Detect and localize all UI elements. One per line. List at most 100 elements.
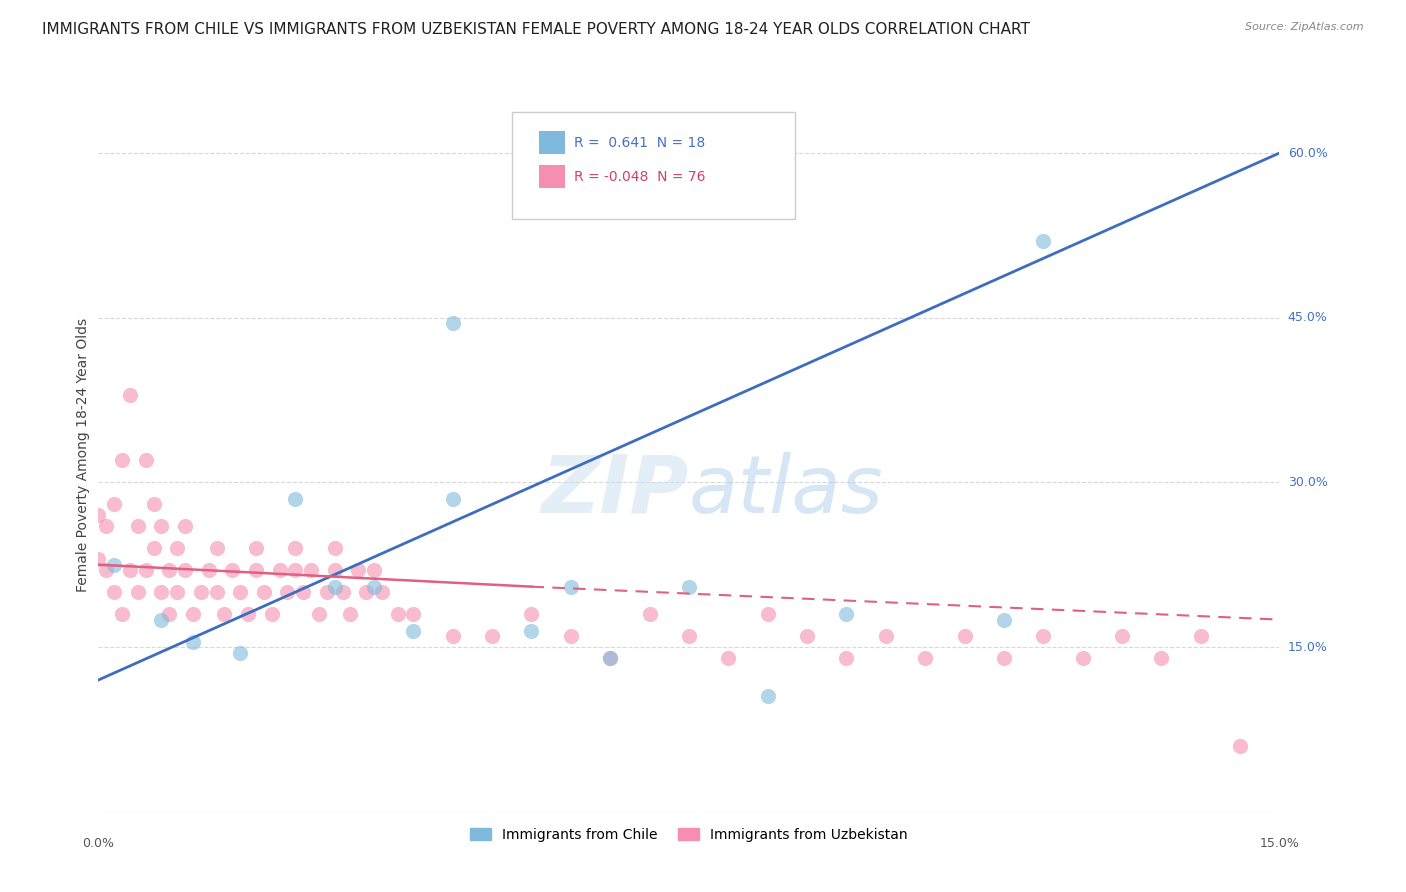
Point: [111, 607, 134, 621]
Point: [387, 607, 409, 621]
Text: R = -0.048  N = 76: R = -0.048 N = 76: [575, 169, 706, 184]
Point: [520, 624, 543, 638]
Point: [299, 563, 322, 577]
Point: [214, 607, 236, 621]
Point: [993, 651, 1015, 665]
Point: [103, 585, 125, 599]
Point: [260, 607, 283, 621]
Point: [236, 607, 259, 621]
Point: [323, 541, 346, 556]
Point: [150, 613, 173, 627]
Point: [371, 585, 394, 599]
Point: [103, 558, 125, 572]
Point: [292, 585, 315, 599]
FancyBboxPatch shape: [512, 112, 796, 219]
Point: [323, 580, 346, 594]
Point: [914, 651, 936, 665]
Point: [150, 585, 173, 599]
Bar: [538, 165, 565, 188]
Point: [103, 497, 125, 511]
Point: [135, 453, 157, 467]
Point: [135, 563, 157, 577]
Point: [229, 585, 252, 599]
Point: [1229, 739, 1251, 753]
Point: [190, 585, 212, 599]
Point: [87, 508, 110, 523]
Point: [599, 651, 621, 665]
Point: [96, 563, 118, 577]
Point: [221, 563, 243, 577]
Point: [205, 541, 228, 556]
Point: [756, 607, 779, 621]
Point: [1071, 651, 1094, 665]
Point: [205, 585, 228, 599]
Point: [560, 580, 582, 594]
Point: [276, 585, 298, 599]
Point: [229, 646, 252, 660]
Point: [284, 491, 307, 506]
Point: [560, 629, 582, 643]
Point: [678, 629, 700, 643]
Point: [835, 607, 858, 621]
Point: [354, 585, 377, 599]
Point: [1032, 234, 1054, 248]
Point: [363, 563, 385, 577]
Point: [993, 613, 1015, 627]
Point: [599, 651, 621, 665]
Point: [363, 580, 385, 594]
Legend: Immigrants from Chile, Immigrants from Uzbekistan: Immigrants from Chile, Immigrants from U…: [464, 822, 914, 847]
Point: [347, 563, 370, 577]
Text: 60.0%: 60.0%: [1288, 146, 1327, 160]
Point: [339, 607, 361, 621]
Point: [181, 607, 204, 621]
Point: [142, 541, 165, 556]
Point: [315, 585, 337, 599]
Point: [481, 629, 503, 643]
Point: [402, 624, 425, 638]
Text: 0.0%: 0.0%: [83, 837, 114, 850]
Point: [284, 563, 307, 577]
Point: [441, 491, 464, 506]
Point: [323, 563, 346, 577]
Point: [717, 651, 740, 665]
Point: [1032, 629, 1054, 643]
Text: atlas: atlas: [689, 451, 884, 530]
Point: [269, 563, 291, 577]
Point: [308, 607, 330, 621]
Text: 30.0%: 30.0%: [1288, 475, 1327, 489]
Text: Source: ZipAtlas.com: Source: ZipAtlas.com: [1246, 22, 1364, 32]
Point: [678, 580, 700, 594]
Point: [1150, 651, 1173, 665]
Text: 45.0%: 45.0%: [1288, 311, 1327, 324]
Point: [835, 651, 858, 665]
Text: 15.0%: 15.0%: [1288, 640, 1327, 654]
Point: [638, 607, 661, 621]
Point: [87, 552, 110, 566]
Bar: [538, 131, 565, 153]
Text: ZIP: ZIP: [541, 451, 689, 530]
Point: [142, 497, 165, 511]
Point: [166, 585, 188, 599]
Point: [157, 607, 180, 621]
Point: [245, 563, 267, 577]
Text: 15.0%: 15.0%: [1260, 837, 1299, 850]
Point: [402, 607, 425, 621]
Point: [118, 387, 141, 401]
Point: [332, 585, 354, 599]
Point: [127, 519, 149, 533]
Point: [756, 690, 779, 704]
Point: [284, 541, 307, 556]
Point: [181, 634, 204, 648]
Point: [150, 519, 173, 533]
Point: [118, 563, 141, 577]
Point: [441, 316, 464, 330]
Point: [875, 629, 897, 643]
Point: [127, 585, 149, 599]
Point: [253, 585, 276, 599]
Text: IMMIGRANTS FROM CHILE VS IMMIGRANTS FROM UZBEKISTAN FEMALE POVERTY AMONG 18-24 Y: IMMIGRANTS FROM CHILE VS IMMIGRANTS FROM…: [42, 22, 1031, 37]
Point: [197, 563, 219, 577]
Point: [157, 563, 180, 577]
Point: [953, 629, 976, 643]
Point: [174, 519, 197, 533]
Point: [441, 629, 464, 643]
